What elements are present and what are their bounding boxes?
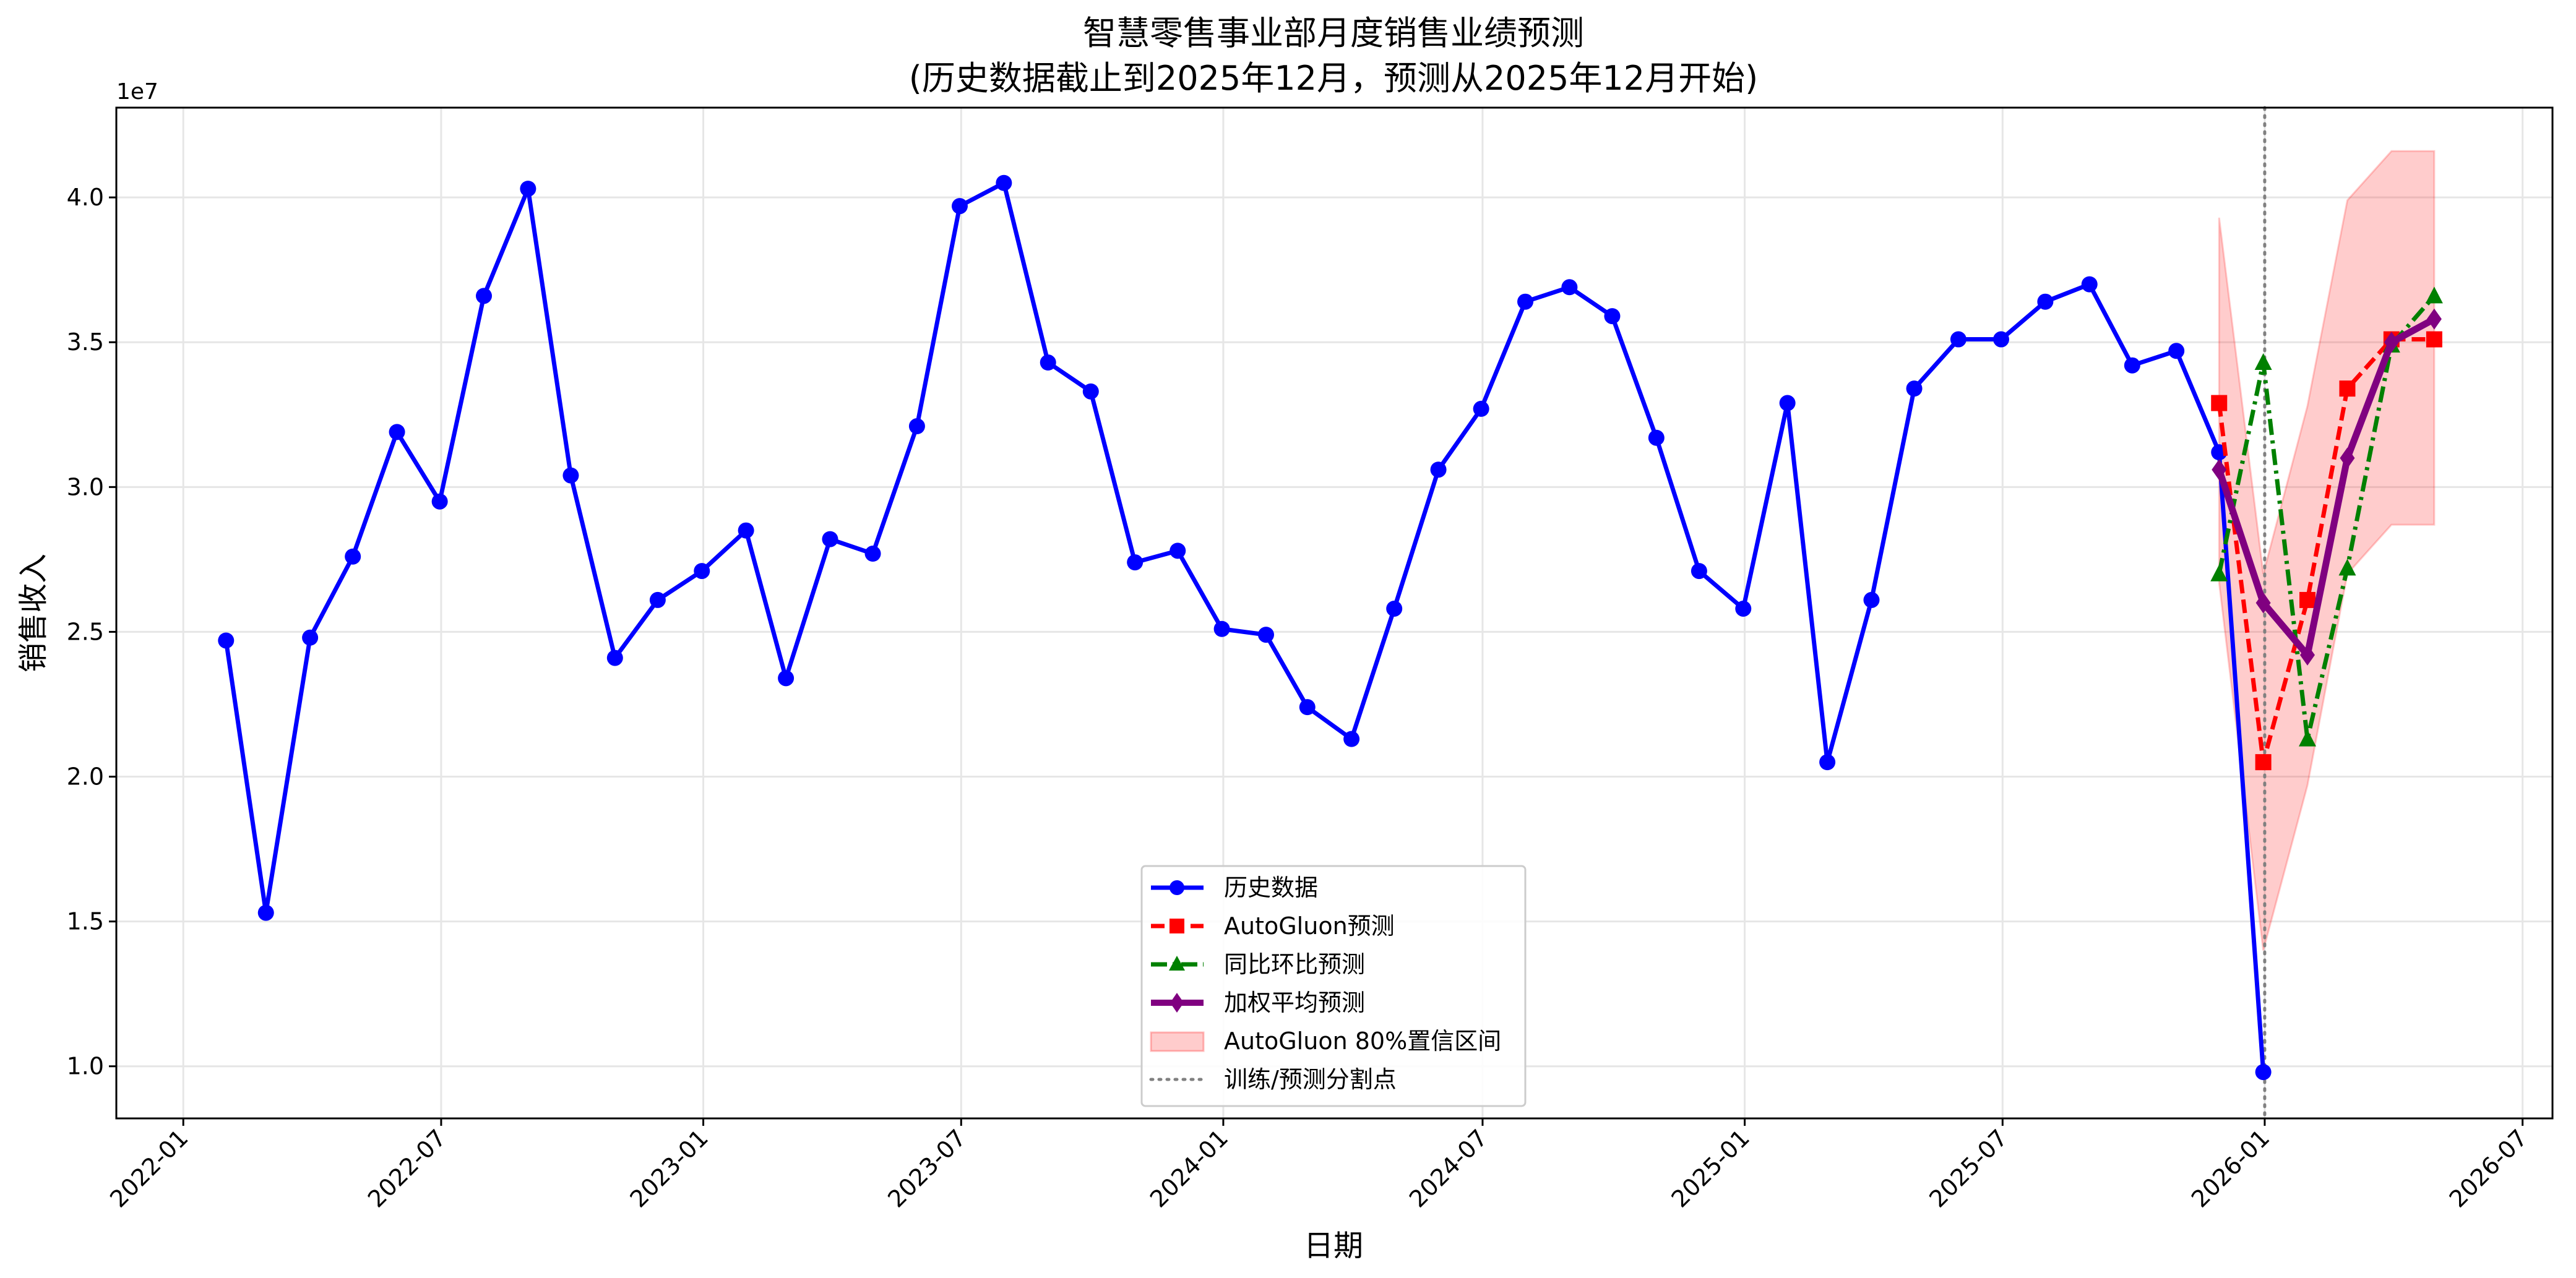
history-point	[218, 632, 235, 649]
history-point	[694, 563, 710, 580]
weighted-point	[2340, 447, 2355, 469]
history-point	[345, 548, 361, 565]
history-point	[1992, 331, 2009, 348]
y-tick-label: 2.0	[67, 763, 104, 791]
history-point	[476, 288, 493, 304]
history-point	[1648, 429, 1665, 446]
history-line	[223, 181, 2266, 1073]
history-point	[2255, 1064, 2272, 1081]
history-point	[1863, 591, 1880, 608]
weighted-point	[2299, 644, 2315, 666]
legend-marker-autogluon	[1170, 919, 1184, 933]
history-point	[2168, 343, 2185, 359]
history-point	[302, 629, 319, 646]
history-point	[951, 198, 968, 215]
y-tick-label: 1.5	[67, 908, 104, 935]
history-point	[1779, 395, 1796, 411]
history-point	[1040, 354, 1056, 371]
history-point	[1691, 563, 1707, 580]
history-point	[606, 650, 623, 666]
history-point	[562, 467, 579, 484]
yoy-point	[2210, 564, 2228, 581]
weighted-point	[2426, 308, 2442, 330]
history-point	[431, 493, 448, 510]
yoy-point	[2338, 559, 2356, 576]
y-tick-label: 2.5	[67, 618, 104, 645]
legend-label-autogluon: AutoGluon预测	[1224, 912, 1395, 940]
legend-marker-history	[1170, 880, 1184, 895]
history-point	[2124, 357, 2140, 374]
history-point	[389, 424, 405, 440]
history-point	[996, 174, 1012, 191]
history-point	[738, 522, 754, 539]
history-point	[1343, 731, 1360, 747]
history-point	[1213, 620, 1230, 637]
y-tick-label: 1.0	[67, 1053, 104, 1080]
history-point	[864, 546, 881, 562]
autogluon-point	[2211, 395, 2228, 411]
autogluon-point	[2299, 591, 2315, 608]
weighted-point	[2212, 459, 2227, 481]
legend-marker-yoy	[1169, 956, 1185, 971]
history-point	[1906, 380, 1923, 397]
y-tick-label: 3.0	[67, 473, 104, 500]
legend: 历史数据 AutoGluon预测 同比环比预测 加权平均预测 AutoGluon…	[1140, 865, 1527, 1107]
history-point	[1735, 600, 1752, 617]
history-point	[1517, 293, 1534, 310]
weighted-point	[2384, 332, 2399, 353]
x-axis-label: 日期	[1304, 1229, 1363, 1263]
history-point	[1127, 554, 1144, 571]
y-axis-label: 销售收入	[16, 554, 51, 672]
yoy-point	[2298, 729, 2316, 747]
history-point	[1386, 600, 1403, 617]
legend-label-history: 历史数据	[1224, 874, 1318, 901]
autogluon-point	[2255, 754, 2272, 771]
history-point	[1299, 699, 1316, 716]
history-point	[1082, 383, 1099, 400]
autogluon-point	[2426, 331, 2442, 348]
yoy-point	[2425, 286, 2443, 304]
history-point	[1430, 461, 1447, 478]
legend-label-split: 训练/预测分割点	[1224, 1066, 1397, 1093]
legend-marker-weighted	[1170, 993, 1184, 1013]
history-point	[257, 904, 274, 921]
history-point	[2037, 293, 2054, 310]
legend-box	[1140, 865, 1527, 1107]
y-tick-label: 4.0	[67, 184, 104, 211]
y-tick-label: 3.5	[67, 328, 104, 356]
weighted-point	[2255, 592, 2271, 614]
legend-label-yoy: 同比环比预测	[1224, 951, 1365, 978]
weighted-line	[2216, 315, 2436, 659]
history-point	[1561, 279, 1578, 296]
y-multiplier-label: 1e7	[116, 79, 158, 105]
history-point	[908, 418, 925, 435]
chart-title-line1: 智慧零售事业部月度销售业绩预测	[1083, 14, 1584, 53]
legend-patch-band	[1150, 1031, 1205, 1052]
history-point	[520, 181, 536, 197]
history-point	[1257, 627, 1274, 643]
yoy-point	[2254, 353, 2272, 371]
series-layer	[218, 174, 2443, 1081]
history-point	[1170, 543, 1186, 559]
history-point	[822, 531, 838, 547]
history-point	[1473, 400, 1489, 417]
plot-frame	[115, 106, 2554, 1120]
legend-label-band: AutoGluon 80%置信区间	[1224, 1027, 1501, 1055]
grid	[116, 108, 2552, 1118]
autogluon-point	[2339, 380, 2356, 397]
history-point	[1950, 331, 1966, 348]
history-point	[1819, 754, 1836, 771]
chart-title-line2: (历史数据截止到2025年12月，预测从2025年12月开始)	[909, 59, 1758, 98]
history-point	[2081, 276, 2098, 293]
legend-label-weighted: 加权平均预测	[1224, 989, 1365, 1016]
history-point	[649, 591, 666, 608]
y-axis-ticks: 1.0 1.5 2.0 2.5 3.0 3.5 4.0	[67, 184, 116, 1080]
history-point	[778, 670, 795, 687]
history-point	[1604, 308, 1621, 325]
